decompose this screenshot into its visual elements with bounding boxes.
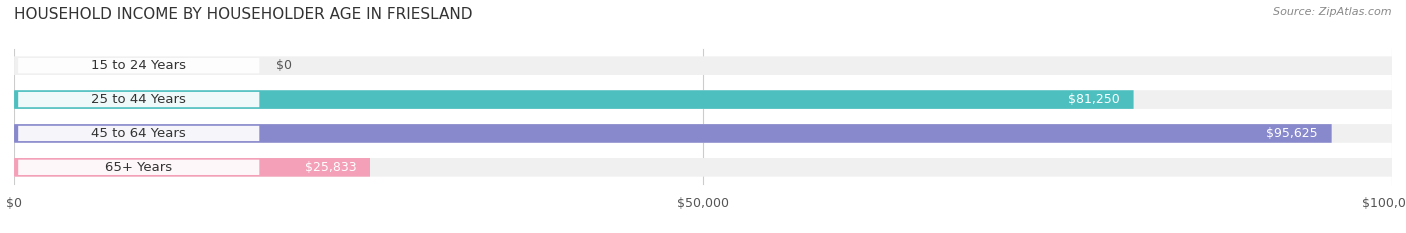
FancyBboxPatch shape (14, 158, 1392, 177)
Text: 65+ Years: 65+ Years (105, 161, 173, 174)
FancyBboxPatch shape (14, 56, 1392, 75)
Text: 45 to 64 Years: 45 to 64 Years (91, 127, 186, 140)
Text: 25 to 44 Years: 25 to 44 Years (91, 93, 186, 106)
FancyBboxPatch shape (14, 90, 1392, 109)
FancyBboxPatch shape (14, 158, 370, 177)
FancyBboxPatch shape (18, 92, 259, 107)
Text: $95,625: $95,625 (1267, 127, 1317, 140)
FancyBboxPatch shape (18, 58, 259, 73)
Text: $81,250: $81,250 (1069, 93, 1119, 106)
Text: 15 to 24 Years: 15 to 24 Years (91, 59, 186, 72)
FancyBboxPatch shape (14, 124, 1331, 143)
FancyBboxPatch shape (18, 160, 259, 175)
FancyBboxPatch shape (18, 126, 259, 141)
FancyBboxPatch shape (14, 124, 1392, 143)
Text: Source: ZipAtlas.com: Source: ZipAtlas.com (1274, 7, 1392, 17)
FancyBboxPatch shape (14, 90, 1133, 109)
Text: HOUSEHOLD INCOME BY HOUSEHOLDER AGE IN FRIESLAND: HOUSEHOLD INCOME BY HOUSEHOLDER AGE IN F… (14, 7, 472, 22)
Text: $25,833: $25,833 (305, 161, 356, 174)
Text: $0: $0 (276, 59, 292, 72)
